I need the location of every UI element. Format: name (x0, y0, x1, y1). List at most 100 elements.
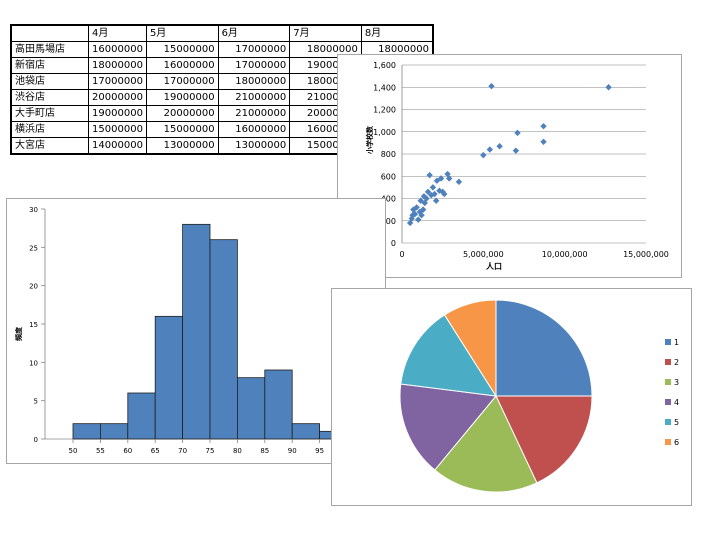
legend-label: 3 (674, 378, 679, 387)
pie-slice (434, 395, 538, 493)
sales-value-cell: 20000000 (87, 89, 147, 106)
sales-value-cell: 16000000 (87, 41, 147, 58)
sales-value-cell: 19000000 (87, 105, 147, 122)
legend-swatch (665, 359, 671, 365)
sales-value-cell: 17000000 (217, 41, 291, 58)
scatter-point (406, 219, 414, 227)
scatter-point (431, 190, 438, 198)
x-tick-label: 55 (96, 447, 105, 455)
histogram-bar (264, 369, 293, 440)
sales-value-cell: 21000000 (217, 105, 291, 122)
x-tick-label: 85 (260, 447, 269, 455)
sales-value-cell: 13000000 (145, 137, 219, 155)
scatter-point (436, 187, 443, 194)
y-tick-label: 1,400 (373, 83, 396, 92)
x-tick-label: 80 (233, 447, 242, 455)
y-tick-label: 25 (29, 244, 38, 252)
histogram-bar (100, 423, 129, 440)
histogram-bar (236, 377, 266, 440)
legend-swatch (665, 379, 671, 385)
scatter-point (419, 206, 427, 213)
scatter-point (605, 84, 612, 91)
scatter-point (514, 129, 521, 137)
pie-chart: 1 2 3 4 5 6 (399, 299, 679, 493)
legend-label: 4 (674, 398, 679, 407)
y-axis-label: 頻度 (14, 326, 23, 341)
sales-value-cell: 20000000 (145, 105, 219, 122)
scatter-point (429, 184, 437, 191)
scatter-point (426, 171, 433, 179)
scatter-point (415, 216, 422, 223)
y-tick-label: 0 (391, 239, 396, 248)
scatter-point (410, 206, 417, 213)
scatter-point (432, 197, 440, 204)
scatter-point (486, 146, 494, 153)
scatter-point (496, 143, 503, 150)
sales-value-cell: 18000000 (217, 73, 291, 90)
store-name-cell: 横浜店 (10, 121, 89, 138)
table-row: 高田馬場店 16000000 15000000 17000000 18000000 180… (10, 41, 434, 58)
legend-label: 1 (674, 338, 679, 347)
scatter-point (540, 138, 547, 145)
sales-value-cell: 17000000 (217, 57, 291, 74)
y-tick-label: 1,200 (373, 106, 396, 115)
legend-swatch (665, 399, 671, 405)
sales-value-cell: 16000000 (217, 121, 291, 138)
x-tick-label: 15,000,000 (623, 250, 669, 259)
x-tick-label: 60 (123, 447, 132, 455)
y-tick-label: 1,600 (373, 61, 396, 70)
pie-slice (443, 299, 497, 398)
pie-slice (495, 299, 593, 397)
x-axis-label: 人口 (486, 261, 502, 271)
y-tick-label: 5 (34, 398, 38, 406)
sales-value-cell: 17000000 (87, 73, 147, 90)
legend-label: 6 (674, 438, 679, 447)
scatter-point (413, 204, 420, 211)
store-name-cell: 渋谷店 (10, 89, 89, 106)
y-tick-label: 400 (381, 195, 396, 204)
column-header: 5月 (145, 24, 219, 42)
x-tick-label: 5,000,000 (463, 250, 504, 259)
legend-label: 2 (674, 358, 679, 367)
y-tick-label: 600 (381, 172, 396, 181)
sales-value-cell: 16000000 (145, 57, 219, 74)
sales-value-cell: 15000000 (145, 41, 219, 58)
y-tick-label: 0 (34, 436, 38, 444)
store-name-cell: 池袋店 (10, 73, 89, 90)
sales-value-cell: 14000000 (87, 137, 147, 155)
y-tick-label: 200 (381, 217, 396, 226)
scatter-point (480, 151, 487, 159)
pie-chart-panel: 1 2 3 4 5 6 (331, 288, 692, 506)
scatter-chart-panel: 0 200 400 600 800 1,000 1,200 1,400 1,600 0 5,000,… (337, 54, 682, 278)
y-tick-label: 20 (29, 283, 38, 291)
column-header: 8月 (360, 24, 434, 42)
histogram-bar (209, 239, 238, 440)
sales-value-cell: 13000000 (217, 137, 291, 155)
scatter-point (418, 211, 425, 219)
histogram-bar (291, 423, 321, 440)
column-header: 4月 (87, 24, 147, 42)
store-name-cell: 大手町店 (10, 105, 89, 122)
scatter-point (540, 122, 547, 130)
y-tick-label: 30 (29, 206, 38, 214)
x-tick-label: 70 (178, 447, 187, 455)
scatter-point (445, 175, 453, 182)
scatter-point (444, 170, 451, 178)
scatter-point (455, 178, 463, 186)
sales-value-cell: 15000000 (87, 121, 147, 138)
y-axis-label: 小学校数 (365, 125, 374, 155)
legend-swatch (665, 439, 671, 445)
x-tick-label: 0 (399, 250, 404, 259)
scatter-point (428, 191, 435, 199)
x-tick-label: 50 (69, 447, 78, 455)
scatter-point (420, 193, 428, 200)
sales-value-cell: 21000000 (217, 89, 291, 106)
column-header (10, 24, 89, 42)
scatter-chart: 0 200 400 600 800 1,000 1,200 1,400 1,600 0 5,000,… (365, 61, 669, 271)
x-tick-label: 95 (315, 447, 324, 455)
x-tick-label: 75 (206, 447, 215, 455)
pie-slice (399, 383, 497, 471)
column-header: 7月 (289, 24, 362, 42)
store-name-cell: 大宮店 (10, 137, 89, 155)
legend-label: 5 (674, 418, 679, 427)
